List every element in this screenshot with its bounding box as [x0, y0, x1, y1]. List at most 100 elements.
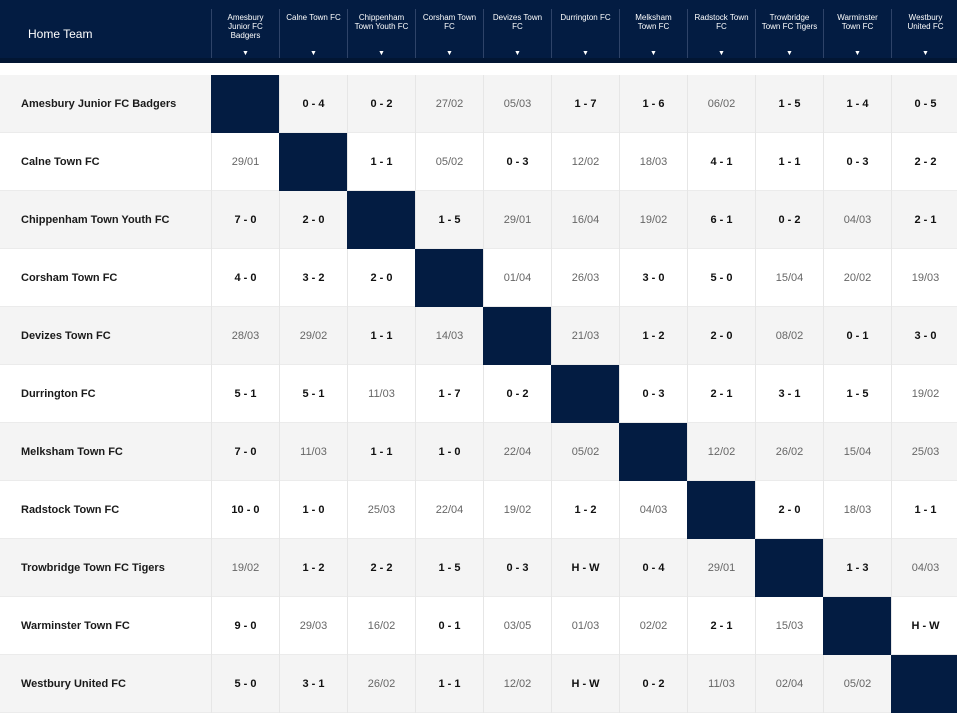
- fixture-date-cell[interactable]: 19/02: [211, 539, 279, 597]
- fixture-date-cell[interactable]: 03/05: [483, 597, 551, 655]
- column-header-team[interactable]: Amesbury Junior FC Badgers ▼: [211, 9, 279, 58]
- fixture-date-cell[interactable]: 06/02: [687, 75, 755, 133]
- column-header-team[interactable]: Chippenham Town Youth FC ▼: [347, 9, 415, 58]
- column-header-team[interactable]: Devizes Town FC ▼: [483, 9, 551, 58]
- column-header-team[interactable]: Radstock Town FC ▼: [687, 9, 755, 58]
- fixture-date-cell[interactable]: 14/03: [415, 307, 483, 365]
- result-score-cell[interactable]: H - W: [891, 597, 957, 655]
- result-score-cell[interactable]: 0 - 3: [619, 365, 687, 423]
- home-team-name[interactable]: Amesbury Junior FC Badgers: [21, 98, 177, 110]
- sort-arrow-icon[interactable]: ▼: [242, 50, 249, 57]
- sort-arrow-icon[interactable]: ▼: [922, 50, 929, 57]
- result-score-cell[interactable]: 3 - 0: [891, 307, 957, 365]
- fixture-date-cell[interactable]: 19/02: [891, 365, 957, 423]
- result-score-cell[interactable]: 1 - 1: [347, 423, 415, 481]
- result-score-cell[interactable]: 3 - 1: [755, 365, 823, 423]
- fixture-date-cell[interactable]: 08/02: [755, 307, 823, 365]
- fixture-date-cell[interactable]: 26/02: [347, 655, 415, 713]
- fixture-date-cell[interactable]: 20/02: [823, 249, 891, 307]
- fixture-date-cell[interactable]: 12/02: [551, 133, 619, 191]
- result-score-cell[interactable]: 0 - 2: [347, 75, 415, 133]
- result-score-cell[interactable]: 2 - 1: [687, 365, 755, 423]
- result-score-cell[interactable]: 0 - 2: [619, 655, 687, 713]
- fixture-date-cell[interactable]: 25/03: [347, 481, 415, 539]
- fixture-date-cell[interactable]: 19/02: [619, 191, 687, 249]
- result-score-cell[interactable]: 1 - 2: [619, 307, 687, 365]
- result-score-cell[interactable]: 6 - 1: [687, 191, 755, 249]
- column-header-team[interactable]: Melksham Town FC ▼: [619, 9, 687, 58]
- home-team-name[interactable]: Melksham Town FC: [21, 446, 123, 458]
- result-score-cell[interactable]: 1 - 1: [347, 133, 415, 191]
- result-score-cell[interactable]: 0 - 5: [891, 75, 957, 133]
- result-score-cell[interactable]: 9 - 0: [211, 597, 279, 655]
- result-score-cell[interactable]: 7 - 0: [211, 191, 279, 249]
- column-header-team[interactable]: Westbury United FC ▼: [891, 9, 957, 58]
- result-score-cell[interactable]: 1 - 5: [415, 191, 483, 249]
- fixture-date-cell[interactable]: 05/02: [415, 133, 483, 191]
- fixture-date-cell[interactable]: 29/01: [687, 539, 755, 597]
- result-score-cell[interactable]: 2 - 2: [891, 133, 957, 191]
- sort-arrow-icon[interactable]: ▼: [514, 50, 521, 57]
- sort-arrow-icon[interactable]: ▼: [310, 50, 317, 57]
- result-score-cell[interactable]: 1 - 4: [823, 75, 891, 133]
- fixture-date-cell[interactable]: 16/04: [551, 191, 619, 249]
- home-team-name[interactable]: Durrington FC: [21, 388, 96, 400]
- fixture-date-cell[interactable]: 04/03: [891, 539, 957, 597]
- result-score-cell[interactable]: 0 - 3: [823, 133, 891, 191]
- result-score-cell[interactable]: 0 - 4: [619, 539, 687, 597]
- result-score-cell[interactable]: 1 - 5: [823, 365, 891, 423]
- fixture-date-cell[interactable]: 02/04: [755, 655, 823, 713]
- result-score-cell[interactable]: 1 - 3: [823, 539, 891, 597]
- fixture-date-cell[interactable]: 16/02: [347, 597, 415, 655]
- fixture-date-cell[interactable]: 01/03: [551, 597, 619, 655]
- result-score-cell[interactable]: 1 - 1: [347, 307, 415, 365]
- result-score-cell[interactable]: 1 - 0: [279, 481, 347, 539]
- result-score-cell[interactable]: H - W: [551, 655, 619, 713]
- sort-arrow-icon[interactable]: ▼: [378, 50, 385, 57]
- home-team-name[interactable]: Devizes Town FC: [21, 330, 111, 342]
- fixture-date-cell[interactable]: 22/04: [483, 423, 551, 481]
- result-score-cell[interactable]: 3 - 0: [619, 249, 687, 307]
- fixture-date-cell[interactable]: 05/02: [823, 655, 891, 713]
- fixture-date-cell[interactable]: 29/02: [279, 307, 347, 365]
- result-score-cell[interactable]: 0 - 1: [415, 597, 483, 655]
- result-score-cell[interactable]: 1 - 2: [551, 481, 619, 539]
- fixture-date-cell[interactable]: 26/03: [551, 249, 619, 307]
- home-team-name[interactable]: Trowbridge Town FC Tigers: [21, 562, 165, 574]
- fixture-date-cell[interactable]: 05/03: [483, 75, 551, 133]
- result-score-cell[interactable]: 1 - 1: [415, 655, 483, 713]
- result-score-cell[interactable]: 1 - 1: [891, 481, 957, 539]
- fixture-date-cell[interactable]: 28/03: [211, 307, 279, 365]
- result-score-cell[interactable]: 3 - 1: [279, 655, 347, 713]
- fixture-date-cell[interactable]: 12/02: [483, 655, 551, 713]
- result-score-cell[interactable]: 1 - 5: [415, 539, 483, 597]
- fixture-date-cell[interactable]: 15/03: [755, 597, 823, 655]
- column-header-team[interactable]: Calne Town FC ▼: [279, 9, 347, 58]
- fixture-date-cell[interactable]: 02/02: [619, 597, 687, 655]
- fixture-date-cell[interactable]: 21/03: [551, 307, 619, 365]
- fixture-date-cell[interactable]: 11/03: [687, 655, 755, 713]
- fixture-date-cell[interactable]: 15/04: [755, 249, 823, 307]
- result-score-cell[interactable]: 10 - 0: [211, 481, 279, 539]
- result-score-cell[interactable]: 2 - 0: [755, 481, 823, 539]
- result-score-cell[interactable]: 1 - 2: [279, 539, 347, 597]
- result-score-cell[interactable]: 4 - 1: [687, 133, 755, 191]
- column-header-team[interactable]: Warminster Town FC ▼: [823, 9, 891, 58]
- fixture-date-cell[interactable]: 11/03: [347, 365, 415, 423]
- fixture-date-cell[interactable]: 29/01: [211, 133, 279, 191]
- fixture-date-cell[interactable]: 19/02: [483, 481, 551, 539]
- result-score-cell[interactable]: 4 - 0: [211, 249, 279, 307]
- result-score-cell[interactable]: 1 - 1: [755, 133, 823, 191]
- sort-arrow-icon[interactable]: ▼: [582, 50, 589, 57]
- result-score-cell[interactable]: 3 - 2: [279, 249, 347, 307]
- fixture-date-cell[interactable]: 18/03: [823, 481, 891, 539]
- result-score-cell[interactable]: 0 - 1: [823, 307, 891, 365]
- sort-arrow-icon[interactable]: ▼: [854, 50, 861, 57]
- result-score-cell[interactable]: 0 - 3: [483, 539, 551, 597]
- result-score-cell[interactable]: 5 - 1: [211, 365, 279, 423]
- sort-arrow-icon[interactable]: ▼: [446, 50, 453, 57]
- fixture-date-cell[interactable]: 29/03: [279, 597, 347, 655]
- result-score-cell[interactable]: 0 - 2: [755, 191, 823, 249]
- result-score-cell[interactable]: 0 - 4: [279, 75, 347, 133]
- result-score-cell[interactable]: 7 - 0: [211, 423, 279, 481]
